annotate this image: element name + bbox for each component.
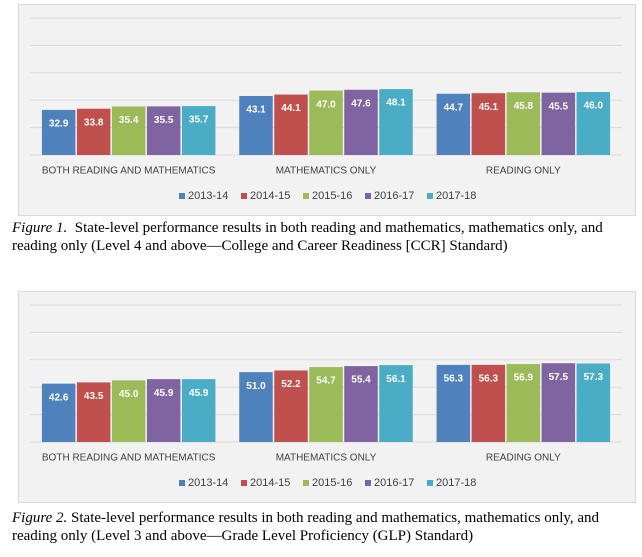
bar: [541, 363, 576, 442]
data-label: 33.8: [84, 117, 104, 128]
data-label: 52.2: [281, 379, 301, 390]
data-label: 45.0: [119, 389, 139, 400]
data-label: 32.9: [49, 119, 69, 130]
bar: [274, 370, 308, 442]
bar: [274, 94, 308, 155]
bar: [506, 92, 541, 155]
data-label: 45.5: [549, 101, 569, 112]
x-tick-label: READING ONLY: [486, 166, 561, 177]
legend-swatch: [427, 480, 433, 486]
legend-label: 2013-14: [188, 190, 228, 202]
bar: [309, 367, 343, 442]
legend-swatch: [179, 480, 185, 486]
legend-swatch: [179, 193, 185, 199]
data-label: 35.4: [119, 115, 139, 126]
caption: Figure 1. State-level performance result…: [12, 219, 637, 255]
caption-text: State-level performance results in both …: [12, 510, 600, 544]
bar: [239, 95, 273, 155]
data-label: 45.9: [154, 388, 174, 399]
bar: [379, 89, 413, 155]
data-label: 43.5: [84, 391, 104, 402]
data-label: 45.8: [514, 101, 534, 112]
data-label: 45.9: [189, 388, 209, 399]
legend-swatch: [241, 480, 247, 486]
legend-label: 2016-17: [374, 190, 414, 202]
bar: [541, 92, 576, 155]
bar: [41, 383, 76, 442]
caption-text: State-level performance results in both …: [12, 220, 603, 254]
legend-label: 2014-15: [250, 477, 290, 489]
legend-label: 2013-14: [188, 477, 228, 489]
data-label: 44.1: [281, 103, 301, 114]
legend-label: 2015-16: [312, 477, 352, 489]
legend-swatch: [303, 480, 309, 486]
bar: [576, 91, 611, 155]
x-tick-label: BOTH READING AND MATHEMATICS: [42, 166, 216, 177]
data-label: 56.1: [386, 374, 406, 385]
bar: [111, 380, 146, 442]
data-label: 56.3: [479, 374, 499, 385]
bar: [146, 106, 181, 155]
data-label: 47.0: [316, 99, 336, 110]
x-tick-label: READING ONLY: [486, 453, 561, 464]
data-label: 55.4: [351, 375, 371, 386]
data-label: 35.5: [154, 115, 174, 126]
bar: [76, 382, 111, 442]
bar: [344, 89, 378, 155]
legend-swatch: [241, 193, 247, 199]
bar: [181, 379, 216, 442]
data-label: 51.0: [246, 381, 266, 392]
caption-label: Figure 2.: [12, 510, 68, 526]
legend-swatch: [303, 193, 309, 199]
caption: Figure 2. State-level performance result…: [12, 509, 637, 545]
data-label: 44.7: [444, 102, 464, 113]
bar: [239, 372, 273, 442]
data-label: 43.1: [246, 105, 266, 116]
legend-label: 2017-18: [436, 477, 476, 489]
bar: [576, 363, 611, 442]
data-label: 42.6: [49, 392, 69, 403]
x-tick-label: MATHEMATICS ONLY: [276, 453, 377, 464]
bar: [344, 366, 378, 442]
data-label: 57.3: [584, 372, 604, 383]
legend-swatch: [365, 193, 371, 199]
bar: [41, 109, 76, 155]
data-label: 57.5: [549, 372, 569, 383]
bar: [506, 364, 541, 442]
data-label: 47.6: [351, 98, 371, 109]
legend-label: 2017-18: [436, 190, 476, 202]
bar: [379, 365, 413, 442]
chart: BOTH READING AND MATHEMATICS 32.9 33.8 35.4…: [18, 4, 636, 216]
bar: [181, 106, 216, 155]
bar: [309, 90, 343, 155]
x-tick-label: BOTH READING AND MATHEMATICS: [42, 453, 216, 464]
bar: [471, 364, 506, 442]
data-label: 56.3: [444, 374, 464, 385]
bar: [76, 108, 111, 155]
legend-swatch: [365, 480, 371, 486]
data-label: 56.9: [514, 373, 534, 384]
chart: BOTH READING AND MATHEMATICS 42.6 43.5 45.0…: [18, 291, 636, 503]
caption-label: Figure 1.: [12, 220, 68, 236]
data-label: 46.0: [584, 101, 604, 112]
data-label: 48.1: [386, 98, 406, 109]
x-tick-label: MATHEMATICS ONLY: [276, 166, 377, 177]
data-label: 35.7: [189, 115, 209, 126]
legend-label: 2014-15: [250, 190, 290, 202]
bar: [146, 379, 181, 442]
legend-swatch: [427, 193, 433, 199]
bar: [436, 93, 471, 155]
data-label: 45.1: [479, 102, 499, 113]
bar: [436, 364, 471, 442]
bar: [111, 106, 146, 155]
bar: [471, 93, 506, 155]
data-label: 54.7: [316, 376, 336, 387]
legend-label: 2016-17: [374, 477, 414, 489]
legend-label: 2015-16: [312, 190, 352, 202]
